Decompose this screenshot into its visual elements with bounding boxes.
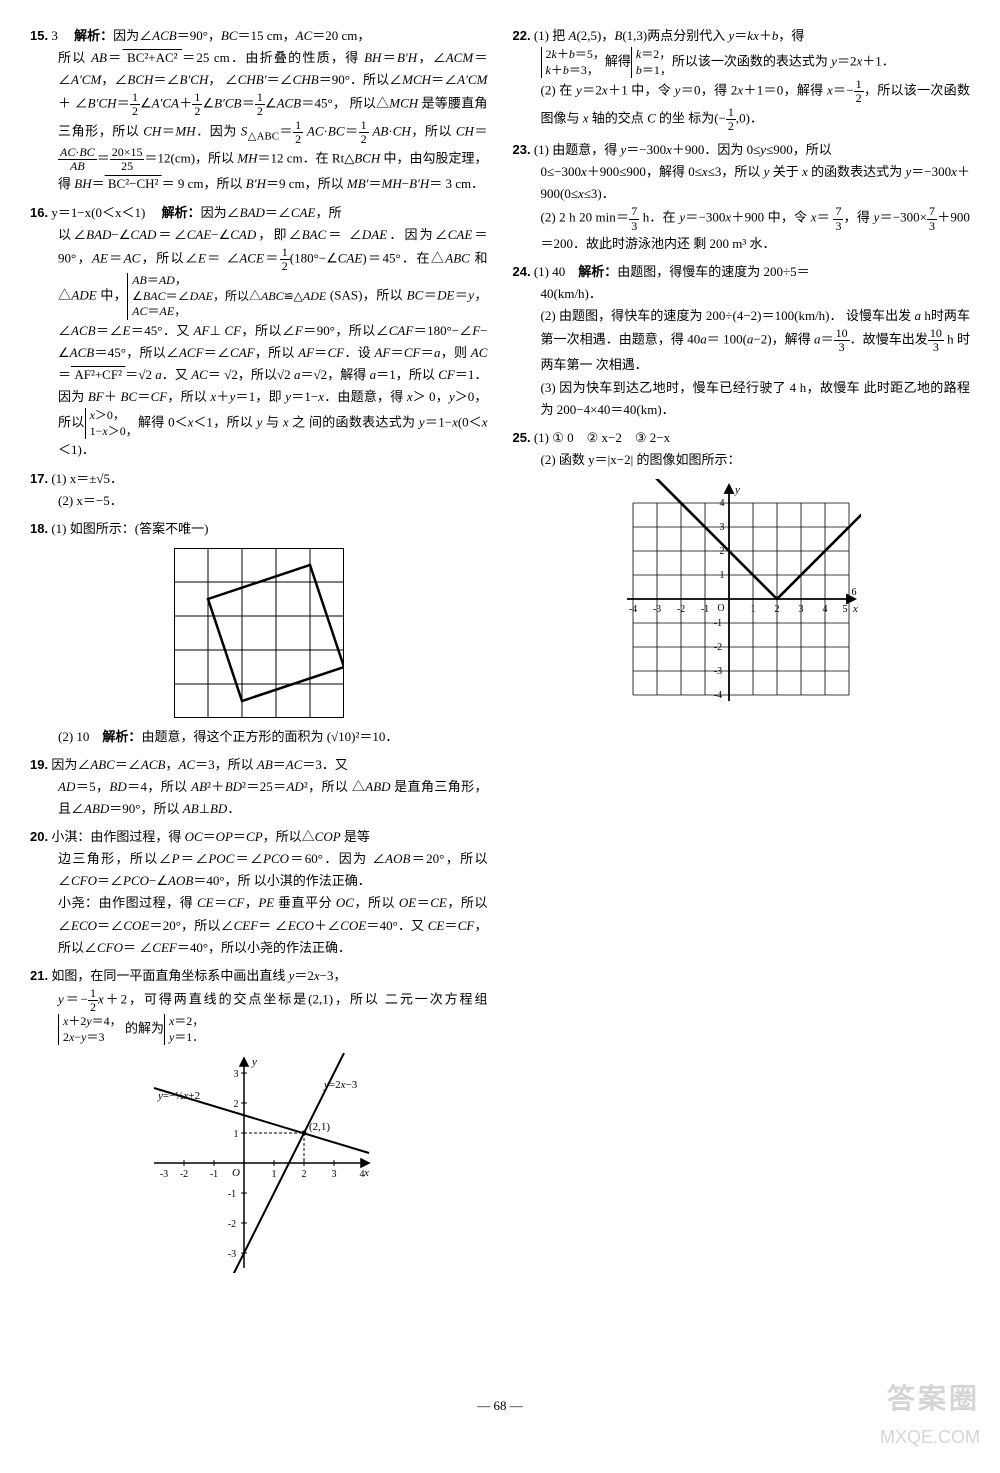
svg-text:-3: -3 [228,1249,236,1260]
q18-p1: (1) 如图所示：(答案不唯一) [51,521,208,536]
q24-num: 24. [513,264,531,279]
q15-answer: 3 [51,28,58,43]
svg-text:4: 4 [359,1169,364,1180]
q16-num: 16. [30,205,48,220]
q17-num: 17. [30,471,48,486]
q21-start: 如图，在同一平面直角坐标系中画出直线 y＝2x−3， [51,968,346,983]
q25-num: 25. [513,430,531,445]
svg-text:-1: -1 [714,618,722,629]
watermark-line2: MXQE.COM [880,1422,980,1453]
svg-text:2: 2 [301,1169,306,1180]
svg-text:-1: -1 [210,1169,218,1180]
svg-text:1: 1 [720,570,725,581]
q22-num: 22. [513,28,531,43]
svg-text:y=−½x+2: y=−½x+2 [157,1090,200,1102]
q22-p1-start: (1) 把 A(2,5)，B(1,3)两点分别代入 y＝kx＋b，得 [534,28,805,43]
q19-num: 19. [30,757,48,772]
q16-start: 因为∠BAD＝∠CAE，所 [201,205,342,220]
q16-detail: 以∠BAD−∠CAD＝∠CAE−∠CAD，即∠BAC＝ ∠DAE．因为∠CAE＝… [30,224,488,462]
q15-body: 因为∠ACB＝90°，BC＝15 cm，AC＝20 cm， [113,28,370,43]
svg-text:5: 5 [843,604,848,615]
q15-detail: 所以 AB＝ BC²+AC² ＝25 cm．由折叠的性质，得 BH＝B′H，∠A… [30,47,488,195]
q15-label: 解析： [74,28,113,43]
q22-p1-detail: 2k＋b＝5，k＋b＝3，解得k＝2，b＝1，所以该一次函数的表达式为 y＝2x… [513,47,971,133]
svg-text:3: 3 [799,604,804,615]
q23-detail: 0≤−300x＋900≤900，解得 0≤x≤3，所以 y 关于 x 的函数表达… [513,161,971,255]
svg-text:4: 4 [823,604,828,615]
q20-num: 20. [30,829,48,844]
svg-text:1: 1 [271,1169,276,1180]
svg-text:y=2x−3: y=2x−3 [323,1079,358,1091]
q19-detail: AD＝5，BD＝4，所以 AB²＋BD²＝25＝AD²，所以 △ABD 是直角三… [30,776,488,820]
page-number: — 68 — [30,1385,970,1417]
q21-figure: x y O -2-1 1234 -3 123 -1-2-3 [30,1053,488,1273]
svg-text:O: O [718,603,725,614]
q20-detail: 边三角形，所以∠P＝∠POC＝∠PCO＝60°．因为 ∠AOB＝20°，所以∠C… [30,848,488,958]
q17-p1: (1) x＝±√5． [51,471,123,486]
q18-num: 18. [30,521,48,536]
svg-text:-2: -2 [677,604,685,615]
svg-text:y: y [734,484,740,496]
q16-label: 解析： [162,205,201,220]
q25-p2: (2) 函数 y＝|x−2| 的图像如图所示： [513,449,971,471]
svg-text:-3: -3 [653,604,661,615]
svg-text:-1: -1 [701,604,709,615]
svg-text:1: 1 [751,604,756,615]
svg-text:3: 3 [233,1069,238,1080]
svg-text:-3: -3 [714,666,722,677]
svg-text:-2: -2 [228,1219,236,1230]
q20-start: 小淇：由作图过程，得 OC＝OP＝CP，所以△COP 是等 [51,829,370,844]
svg-text:-2: -2 [714,642,722,653]
q21-num: 21. [30,968,48,983]
svg-text:6: 6 [852,587,857,598]
svg-text:-4: -4 [714,690,722,701]
svg-text:-2: -2 [180,1169,188,1180]
q23-p1-start: (1) 由题意，得 y＝−300x＋900．因为 0≤y≤900，所以 [534,142,832,157]
svg-text:-3: -3 [160,1169,168,1180]
q16-answer: y＝1−x(0＜x＜1) [51,205,145,220]
q25-figure: O -4 -3 -2 -1 1 2 3 4 56 1 2 3 4 -1 -2 -3 -4 y x [513,479,971,719]
svg-text:1: 1 [233,1129,238,1140]
svg-text:4: 4 [720,498,725,509]
q19-body: 因为∠ABC＝∠ACB，AC＝3，所以 AB＝AC＝3．又 [51,757,348,772]
svg-text:-1: -1 [228,1189,236,1200]
svg-text:O: O [232,1167,240,1179]
q15-num: 15. [30,28,48,43]
svg-text:2: 2 [775,604,780,615]
svg-text:-4: -4 [629,604,637,615]
svg-text:2: 2 [233,1099,238,1110]
q18-figure [30,548,488,718]
svg-text:2: 2 [720,546,725,557]
svg-text:3: 3 [331,1169,336,1180]
svg-text:x: x [852,603,858,615]
q21-detail: y＝−12x＋2，可得两直线的交点坐标是(2,1)，所以 二元一次方程组x＋2y… [30,987,488,1046]
svg-text:y: y [251,1056,257,1068]
q24-detail: 40(km/h)． (2) 由题图，得快车的速度为 200÷(4−2)＝100(… [513,283,971,421]
q18-p2: (2) 10 解析：由题意，得这个正方形的面积为 (√10)²＝10． [30,726,488,748]
q17-p2: (2) x＝−5． [30,490,488,512]
svg-text:3: 3 [720,522,725,533]
q25-p1: (1) ① 0 ② x−2 ③ 2−x [534,430,670,445]
svg-text:(2,1): (2,1) [309,1121,330,1133]
q23-num: 23. [513,142,531,157]
q24-p1: (1) 40 解析：由题图，得慢车的速度为 200÷5＝ [534,264,810,279]
